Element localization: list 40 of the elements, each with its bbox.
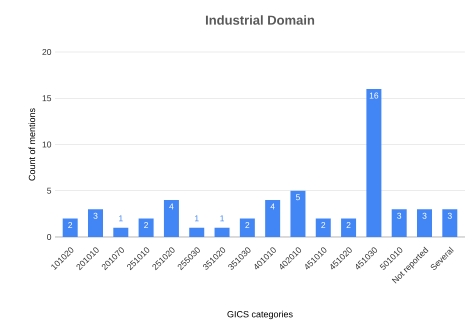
y-axis-title: Count of mentions [28,108,36,181]
bar [265,200,280,237]
data-label: 2 [321,222,326,228]
data-label: 1 [220,215,224,222]
data-label: 16 [370,92,378,99]
data-label: 3 [422,212,426,219]
bar [189,228,204,237]
data-label: 5 [296,194,300,200]
bar [88,209,103,237]
y-tick-label: 15 [42,95,52,102]
data-label: 3 [448,212,452,219]
data-label: 2 [144,222,148,228]
bar [366,88,382,237]
data-label: 1 [119,215,123,222]
bar [290,190,306,237]
bar [316,218,331,237]
data-label: 2 [346,222,351,228]
chart-title: Industrial Domain [206,15,314,25]
bar [442,209,458,237]
data-label: 4 [169,204,174,210]
data-label: 3 [397,212,402,219]
y-tick-label: 10 [42,141,52,148]
data-label: 2 [68,222,72,228]
data-label: 2 [245,222,250,228]
bar [214,228,230,237]
y-tick-label: 20 [42,48,52,55]
bar [240,218,255,237]
y-tick-label: 5 [47,188,52,194]
bar [392,209,407,237]
bar [113,228,128,237]
y-tick-label: 0 [47,234,52,240]
bar [164,200,179,237]
x-axis-title: GICS categories [227,310,293,320]
data-label: 4 [270,204,275,210]
bar [62,218,78,237]
bar [341,218,356,237]
bar [138,218,154,237]
data-label: 3 [93,212,98,219]
bar [417,209,432,237]
data-label: 1 [195,215,199,222]
